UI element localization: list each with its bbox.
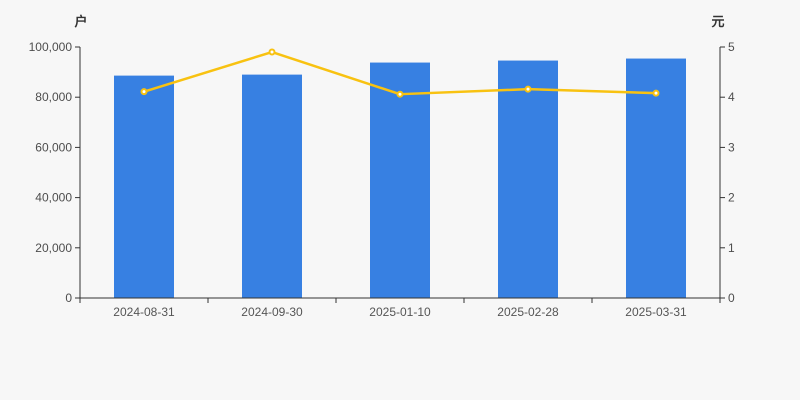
- left-axis-tick-label: 60,000: [35, 140, 72, 154]
- right-axis-tick-label: 3: [728, 140, 735, 154]
- line-point: [268, 48, 276, 56]
- bar: [498, 60, 558, 298]
- right-axis-tick-label: 5: [728, 40, 735, 54]
- bar-series: [114, 58, 686, 299]
- axes: 0 20,000 40,000 60,000 80,000 100,000 0 1 2 3 4 5 20…: [29, 40, 735, 319]
- right-axis-tick-label: 0: [728, 291, 735, 305]
- x-axis-category-label: 2025-01-10: [369, 305, 431, 319]
- x-axis-category-label: 2025-03-31: [625, 305, 687, 319]
- bar: [626, 58, 686, 298]
- line-point: [652, 89, 660, 97]
- left-axis-tick-label: 80,000: [35, 90, 72, 104]
- right-axis-tick-label: 2: [728, 191, 735, 205]
- line-point: [396, 90, 404, 98]
- x-axis-category-label: 2024-08-31: [113, 305, 175, 319]
- right-axis-tick-label: 4: [728, 90, 735, 104]
- right-axis-unit-label: 元: [711, 14, 724, 29]
- left-axis-tick-label: 100,000: [29, 40, 73, 54]
- left-axis-tick-label: 20,000: [35, 241, 72, 255]
- left-axis-unit-label: 户: [74, 14, 87, 29]
- x-axis-category-label: 2025-02-28: [497, 305, 559, 319]
- line-series: [140, 48, 660, 98]
- bar: [242, 74, 302, 298]
- left-axis-tick-label: 0: [65, 291, 72, 305]
- bar: [370, 62, 430, 299]
- bar: [114, 75, 174, 298]
- left-axis-tick-label: 40,000: [35, 191, 72, 205]
- line-point: [140, 88, 148, 96]
- right-axis-tick-label: 1: [728, 241, 735, 255]
- line-point: [524, 85, 532, 93]
- x-axis-category-label: 2024-09-30: [241, 305, 303, 319]
